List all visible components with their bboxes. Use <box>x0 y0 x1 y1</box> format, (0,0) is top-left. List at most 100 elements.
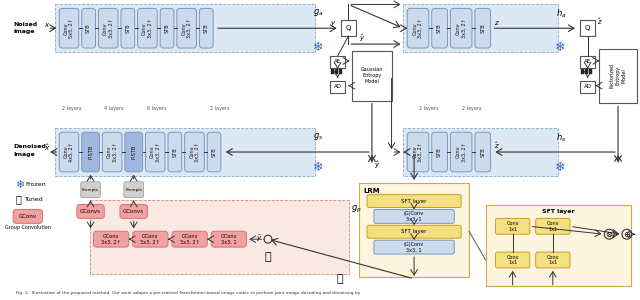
Text: $z$: $z$ <box>493 19 499 27</box>
FancyBboxPatch shape <box>125 132 143 172</box>
FancyBboxPatch shape <box>102 132 122 172</box>
Text: Factorized
Entropy
Model: Factorized Entropy Model <box>610 63 627 88</box>
FancyBboxPatch shape <box>77 205 104 218</box>
FancyBboxPatch shape <box>138 8 157 48</box>
Text: STB: STB <box>480 23 485 33</box>
Text: image: image <box>13 29 35 34</box>
Text: Conv
3x3, 2↑: Conv 3x3, 2↑ <box>182 18 192 38</box>
Bar <box>340 20 356 36</box>
Text: 2 layers: 2 layers <box>210 106 230 111</box>
Text: Conv
3x3, 2↑: Conv 3x3, 2↑ <box>413 142 423 162</box>
FancyBboxPatch shape <box>120 205 147 218</box>
Text: ❄: ❄ <box>15 180 24 190</box>
Text: Prompts: Prompts <box>82 188 99 192</box>
Text: Conv
3x3, 2↑: Conv 3x3, 2↑ <box>142 18 152 38</box>
Bar <box>330 81 346 93</box>
Bar <box>589 69 591 74</box>
FancyBboxPatch shape <box>145 132 165 172</box>
Text: Conv
3x3, 2↑: Conv 3x3, 2↑ <box>413 18 423 38</box>
Text: 2 layers: 2 layers <box>419 106 438 111</box>
FancyBboxPatch shape <box>59 8 79 48</box>
FancyBboxPatch shape <box>200 8 213 48</box>
Text: Conv
1x1: Conv 1x1 <box>547 255 559 265</box>
Text: Conv
3x3, 2↑: Conv 3x3, 2↑ <box>456 142 467 162</box>
FancyBboxPatch shape <box>536 252 570 268</box>
Text: Conv
1x1: Conv 1x1 <box>547 221 559 232</box>
Text: Q: Q <box>585 25 590 31</box>
Text: P-STB: P-STB <box>131 145 136 159</box>
Text: 🔥: 🔥 <box>265 252 271 262</box>
Text: Frozen: Frozen <box>25 182 45 187</box>
FancyBboxPatch shape <box>432 132 447 172</box>
Bar <box>580 69 584 74</box>
Text: STB: STB <box>164 23 170 33</box>
Text: $\bar{y}$: $\bar{y}$ <box>256 234 262 244</box>
FancyBboxPatch shape <box>168 132 182 172</box>
Bar <box>600 49 637 103</box>
FancyBboxPatch shape <box>407 8 429 48</box>
Bar <box>339 69 342 74</box>
Text: Conv
3x3, 2↑: Conv 3x3, 2↑ <box>103 18 113 38</box>
Text: Conv
3x3, 2↑: Conv 3x3, 2↑ <box>107 142 117 162</box>
Text: Conv
5x5, 2↑: Conv 5x5, 2↑ <box>64 18 74 38</box>
Text: 2 layers: 2 layers <box>462 106 482 111</box>
Bar <box>90 200 349 274</box>
Text: STB: STB <box>480 147 485 157</box>
Text: STB: STB <box>86 23 91 33</box>
FancyBboxPatch shape <box>132 231 168 247</box>
Text: 6 layers: 6 layers <box>147 106 166 111</box>
FancyBboxPatch shape <box>124 182 143 198</box>
FancyBboxPatch shape <box>99 8 118 48</box>
Text: $\hat{y}$: $\hat{y}$ <box>359 33 365 44</box>
Text: GConv
3x3, 2↑: GConv 3x3, 2↑ <box>101 234 121 244</box>
Text: ⊕: ⊕ <box>623 230 630 239</box>
FancyBboxPatch shape <box>432 8 447 48</box>
FancyBboxPatch shape <box>211 231 246 247</box>
Text: GConvs: GConvs <box>80 209 101 214</box>
Text: AD: AD <box>584 84 591 89</box>
Bar <box>55 128 315 176</box>
Text: ❄: ❄ <box>313 161 323 174</box>
Bar <box>580 20 595 36</box>
Text: Conv
1x1: Conv 1x1 <box>506 255 519 265</box>
Text: STB: STB <box>125 23 131 33</box>
Text: 2 layers: 2 layers <box>62 106 82 111</box>
Text: Fig. 2.  Illustration of the proposed method. Our work adopts a pre-trained Tran: Fig. 2. Illustration of the proposed met… <box>16 291 360 295</box>
Bar <box>335 69 338 74</box>
Text: STB: STB <box>212 147 216 157</box>
Text: $y$: $y$ <box>330 19 336 28</box>
FancyBboxPatch shape <box>495 218 530 234</box>
Text: Image: Image <box>13 152 35 157</box>
Text: Conv
3x3, 2↑: Conv 3x3, 2↑ <box>150 142 161 162</box>
Text: 🔥: 🔥 <box>336 274 343 284</box>
Text: AD: AD <box>333 84 342 89</box>
FancyBboxPatch shape <box>93 231 129 247</box>
Text: AE: AE <box>584 59 591 64</box>
Text: SFT layer: SFT layer <box>542 209 575 214</box>
FancyBboxPatch shape <box>185 132 204 172</box>
Text: $h_s$: $h_s$ <box>556 131 566 144</box>
Text: Q: Q <box>346 25 351 31</box>
FancyBboxPatch shape <box>374 209 454 223</box>
Text: $g_p$: $g_p$ <box>351 203 362 214</box>
Text: GConv: GConv <box>19 214 37 219</box>
Text: $x$: $x$ <box>45 21 51 29</box>
Bar <box>55 4 315 52</box>
Text: Prompts: Prompts <box>125 188 142 192</box>
Text: GConv
3x3, 2↑: GConv 3x3, 2↑ <box>140 234 160 244</box>
Text: $g_a$: $g_a$ <box>313 8 324 18</box>
Bar <box>585 69 588 74</box>
Text: $\hat{z}$: $\hat{z}$ <box>597 17 604 27</box>
Text: LRM: LRM <box>363 188 380 194</box>
FancyBboxPatch shape <box>475 132 491 172</box>
Text: $\hat{y}$: $\hat{y}$ <box>374 160 380 171</box>
FancyBboxPatch shape <box>536 218 570 234</box>
FancyBboxPatch shape <box>59 132 79 172</box>
FancyBboxPatch shape <box>451 132 472 172</box>
FancyBboxPatch shape <box>451 8 472 48</box>
Text: GConv
3x3, 2↑: GConv 3x3, 2↑ <box>180 234 200 244</box>
Text: STB: STB <box>437 147 442 157</box>
Text: ⊗: ⊗ <box>605 230 612 239</box>
Text: P-STB: P-STB <box>88 145 93 159</box>
Text: ❄: ❄ <box>313 40 323 53</box>
